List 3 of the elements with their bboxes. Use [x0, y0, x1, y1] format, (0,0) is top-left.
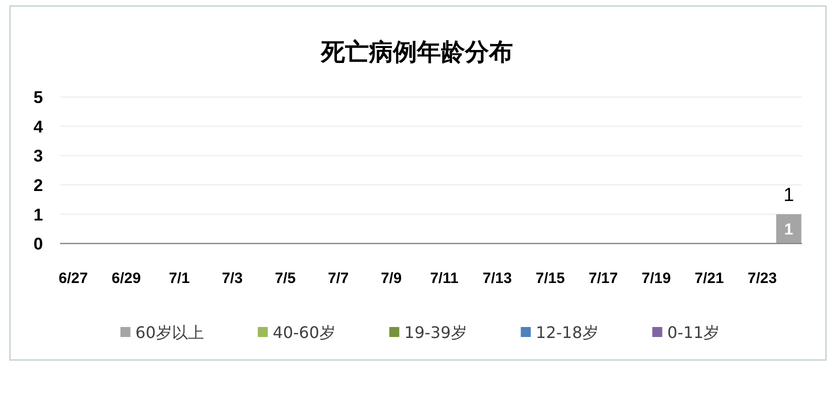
label-s0-c27: 1 — [784, 222, 794, 239]
title: 死亡病例年龄分布 — [321, 38, 513, 66]
total-c27: 1 — [783, 185, 794, 206]
